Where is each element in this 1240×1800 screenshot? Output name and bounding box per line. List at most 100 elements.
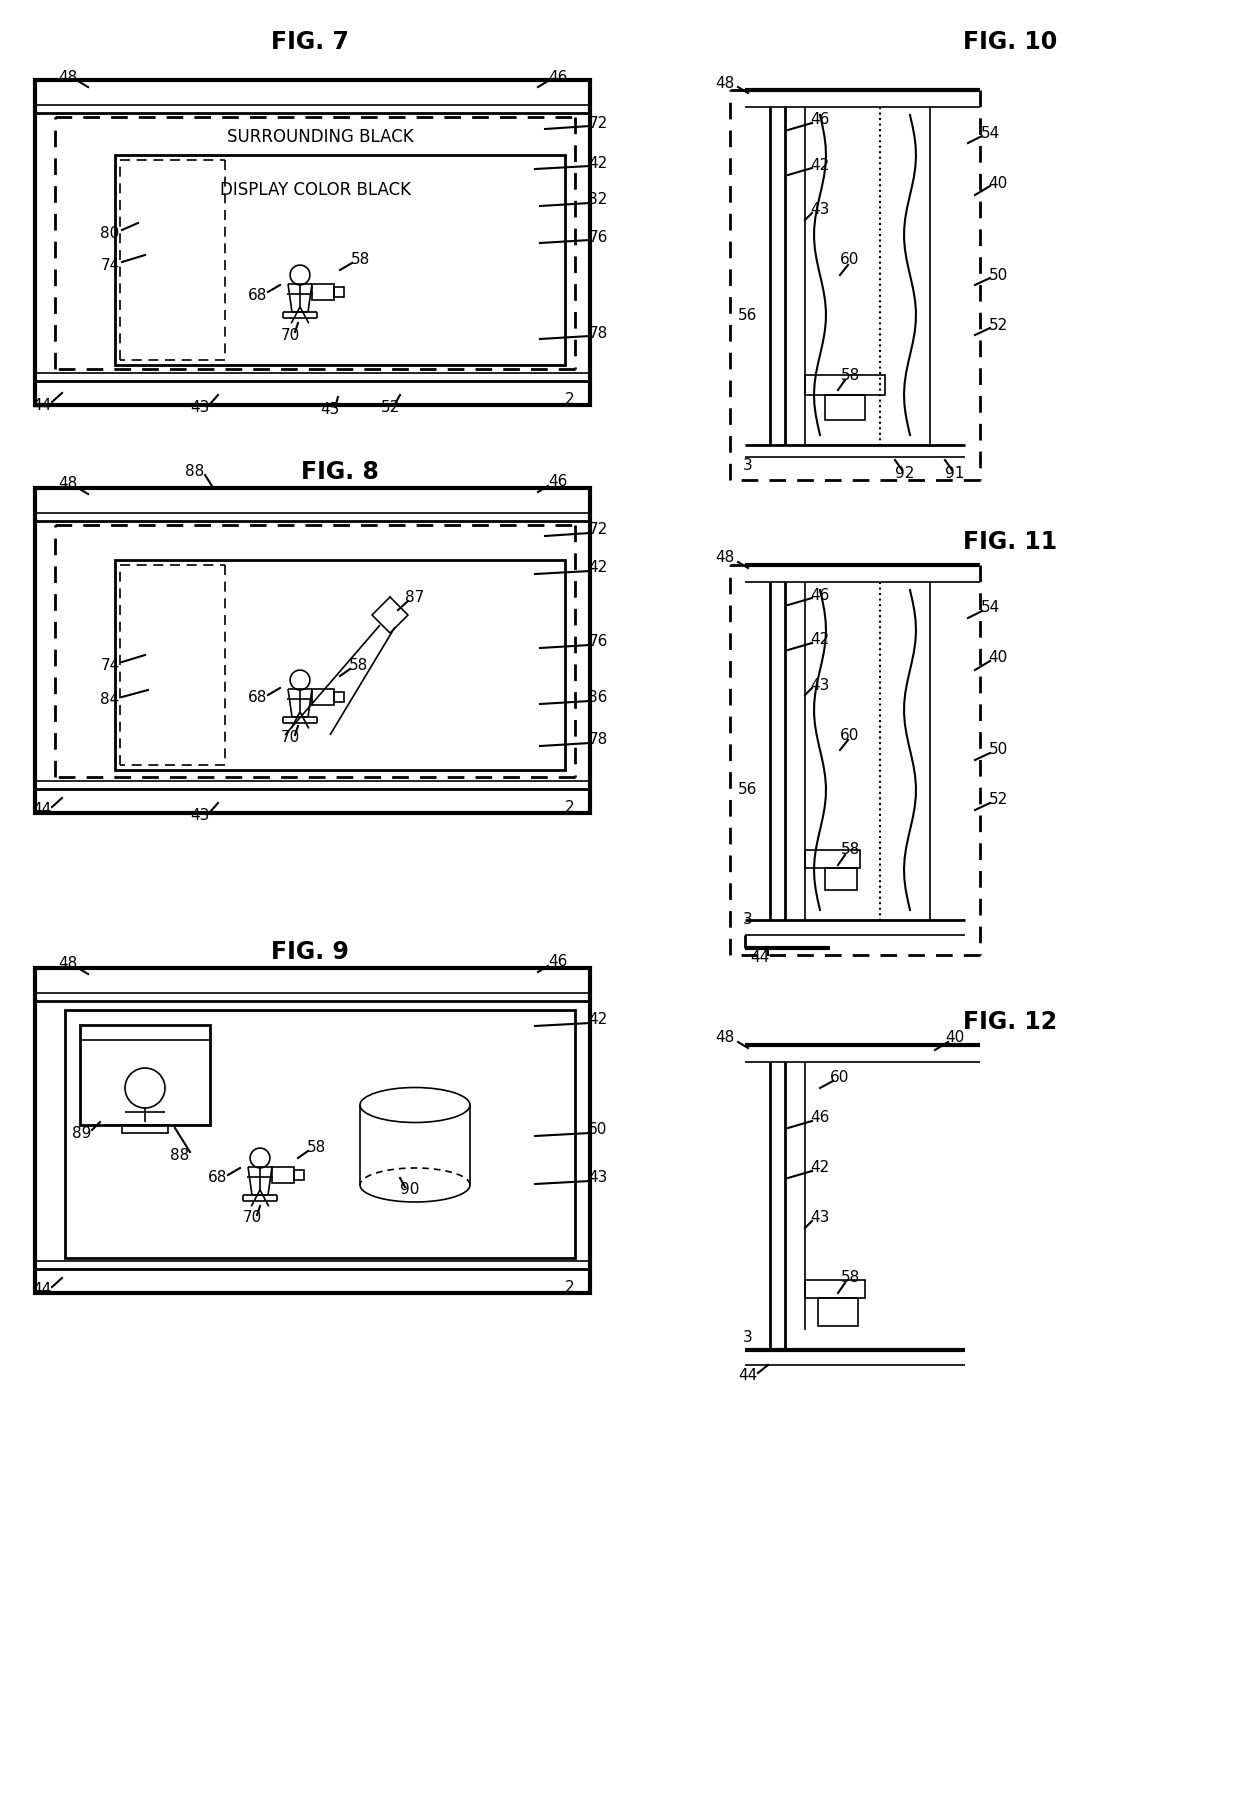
Text: 70: 70 xyxy=(280,731,300,745)
Text: 88: 88 xyxy=(170,1148,190,1163)
Text: 46: 46 xyxy=(810,112,830,128)
Text: 52: 52 xyxy=(988,792,1008,808)
Text: 87: 87 xyxy=(405,590,424,605)
Bar xyxy=(122,1125,167,1132)
Bar xyxy=(294,1170,304,1181)
Bar xyxy=(825,868,857,889)
Text: 58: 58 xyxy=(841,842,859,857)
Text: FIG. 12: FIG. 12 xyxy=(963,1010,1056,1033)
Text: 48: 48 xyxy=(58,956,78,972)
Bar xyxy=(312,689,334,706)
Text: 70: 70 xyxy=(280,328,300,342)
Text: 42: 42 xyxy=(588,1012,608,1028)
Text: 43: 43 xyxy=(190,808,210,823)
Text: 54: 54 xyxy=(981,601,999,616)
Text: 46: 46 xyxy=(810,1111,830,1125)
Text: 43: 43 xyxy=(810,1210,830,1226)
Text: 42: 42 xyxy=(588,155,608,171)
Text: 76: 76 xyxy=(588,229,608,245)
Text: 58: 58 xyxy=(351,252,370,268)
Text: 56: 56 xyxy=(738,783,758,797)
Text: DISPLAY COLOR BLACK: DISPLAY COLOR BLACK xyxy=(219,182,410,200)
Text: 68: 68 xyxy=(248,691,268,706)
Text: 86: 86 xyxy=(588,691,608,706)
Text: 44: 44 xyxy=(32,398,52,412)
Text: 91: 91 xyxy=(945,466,965,481)
Text: 60: 60 xyxy=(841,252,859,268)
Text: 92: 92 xyxy=(895,466,915,481)
Bar xyxy=(81,1024,210,1125)
Text: 76: 76 xyxy=(588,635,608,650)
Text: 74: 74 xyxy=(100,657,119,673)
Text: 58: 58 xyxy=(841,367,859,383)
Text: 72: 72 xyxy=(588,115,608,131)
Text: 3: 3 xyxy=(743,1330,753,1346)
Text: 42: 42 xyxy=(811,1161,830,1175)
Bar xyxy=(805,850,861,868)
Text: 58: 58 xyxy=(841,1271,859,1285)
Text: 48: 48 xyxy=(715,76,735,90)
Text: 48: 48 xyxy=(715,1030,735,1046)
Text: 48: 48 xyxy=(715,551,735,565)
Text: 89: 89 xyxy=(72,1125,92,1141)
Text: 2: 2 xyxy=(565,392,575,407)
Bar xyxy=(272,1166,294,1183)
Text: 3: 3 xyxy=(743,457,753,472)
Text: 44: 44 xyxy=(32,803,52,817)
Text: 46: 46 xyxy=(548,475,568,490)
Text: 52: 52 xyxy=(988,317,1008,333)
Text: 42: 42 xyxy=(811,158,830,173)
Bar xyxy=(35,79,590,405)
Text: 44: 44 xyxy=(738,1368,758,1384)
Text: 48: 48 xyxy=(58,70,78,85)
Bar xyxy=(312,284,334,301)
Text: FIG. 9: FIG. 9 xyxy=(272,940,348,965)
Text: 68: 68 xyxy=(208,1170,228,1186)
Bar xyxy=(825,394,866,419)
Text: 56: 56 xyxy=(738,308,758,322)
Bar xyxy=(334,691,343,702)
Text: FIG. 11: FIG. 11 xyxy=(963,529,1056,554)
Bar xyxy=(115,560,565,770)
Text: 60: 60 xyxy=(831,1071,849,1085)
Bar xyxy=(35,488,590,814)
Text: 40: 40 xyxy=(945,1030,965,1046)
Text: 70: 70 xyxy=(242,1210,262,1226)
Text: 84: 84 xyxy=(100,693,119,707)
Text: 50: 50 xyxy=(988,268,1008,283)
Text: 58: 58 xyxy=(348,659,367,673)
Text: 44: 44 xyxy=(32,1282,52,1298)
Bar xyxy=(64,1010,575,1258)
Text: 82: 82 xyxy=(588,193,608,207)
Text: FIG. 8: FIG. 8 xyxy=(301,461,379,484)
Text: 43: 43 xyxy=(588,1170,608,1186)
Bar xyxy=(805,374,885,394)
Bar xyxy=(35,968,590,1292)
Bar xyxy=(805,1280,866,1298)
Text: 40: 40 xyxy=(988,176,1008,191)
Bar xyxy=(334,286,343,297)
Text: 78: 78 xyxy=(588,733,608,747)
Text: 48: 48 xyxy=(58,477,78,491)
Text: 54: 54 xyxy=(981,126,999,140)
Text: 46: 46 xyxy=(548,70,568,85)
Text: 2: 2 xyxy=(565,801,575,815)
Text: 43: 43 xyxy=(190,400,210,414)
Text: SURROUNDING BLACK: SURROUNDING BLACK xyxy=(227,128,413,146)
Text: 44: 44 xyxy=(750,950,770,965)
Text: 78: 78 xyxy=(588,326,608,340)
Text: 43: 43 xyxy=(810,677,830,693)
Text: 46: 46 xyxy=(810,587,830,603)
Text: 45: 45 xyxy=(320,403,340,418)
Text: 42: 42 xyxy=(588,560,608,576)
Text: 60: 60 xyxy=(588,1123,608,1138)
Text: 40: 40 xyxy=(988,650,1008,666)
Text: 43: 43 xyxy=(810,203,830,218)
Text: 90: 90 xyxy=(401,1183,419,1197)
Text: 80: 80 xyxy=(100,225,119,241)
Text: 88: 88 xyxy=(185,464,205,479)
Text: 46: 46 xyxy=(548,954,568,970)
Text: 2: 2 xyxy=(565,1280,575,1296)
Text: 3: 3 xyxy=(743,913,753,927)
Bar xyxy=(818,1298,858,1327)
